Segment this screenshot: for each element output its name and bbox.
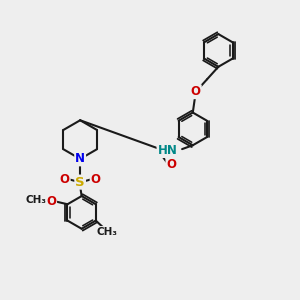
Text: CH₃: CH₃ (25, 195, 46, 205)
Text: O: O (191, 85, 201, 98)
Text: O: O (91, 172, 100, 186)
Text: O: O (167, 158, 176, 171)
Text: CH₃: CH₃ (97, 227, 118, 237)
Text: N: N (75, 152, 85, 165)
Text: O: O (60, 172, 70, 186)
Text: S: S (75, 176, 85, 189)
Text: O: O (46, 195, 56, 208)
Text: HN: HN (158, 144, 177, 157)
